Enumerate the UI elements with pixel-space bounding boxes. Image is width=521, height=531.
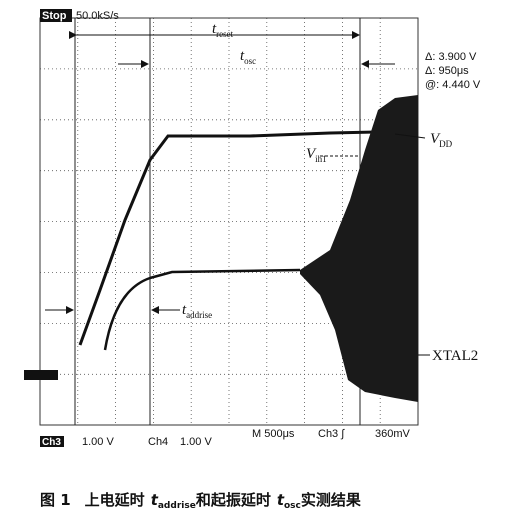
trigger-level: 360mV: [375, 428, 411, 440]
timebase: M 500μs: [252, 428, 295, 440]
subscript: addrise: [158, 501, 196, 511]
vdd-label: VDD: [430, 131, 453, 149]
symbol: t: [277, 491, 285, 509]
ground-marker: [24, 370, 58, 380]
ch3-box: [40, 436, 64, 447]
symbol: V: [306, 146, 317, 162]
vih1-label: Vih1: [306, 146, 327, 164]
symbol: t: [212, 21, 217, 37]
symbol: V: [430, 131, 441, 147]
caption-text: 实测结果: [301, 491, 362, 509]
oscillation-envelope: [300, 95, 418, 402]
caption: 图 1 上电延时 taddrise和起振延时 tosc实测结果: [40, 491, 362, 511]
status: Stop: [42, 10, 67, 22]
subscript: ih1: [315, 154, 327, 164]
symbol: t: [182, 302, 187, 318]
symbol: t: [240, 48, 245, 64]
subscript: reset: [216, 29, 233, 39]
cursor-at: @: 4.440 V: [425, 79, 481, 91]
subscript: addrise: [186, 310, 212, 320]
subscript: osc: [244, 56, 256, 66]
t-osc-label: tosc: [240, 48, 256, 66]
trigger: Ch3 ∫: [318, 428, 345, 440]
vdd-trace: [78, 129, 419, 346]
caption-label: 图 1: [40, 491, 71, 509]
subscript: osc: [284, 501, 301, 511]
ch3-scale: 1.00 V: [82, 436, 114, 448]
ch3-label: Ch3: [42, 437, 61, 448]
t-addrise-label: taddrise: [182, 302, 212, 320]
symbol: t: [151, 491, 159, 509]
status-box: [40, 9, 72, 22]
cursor-delta-v: Δ: 3.900 V: [425, 51, 477, 63]
vdd-pointer: [394, 133, 426, 139]
xtal2-label: XTAL2: [432, 348, 478, 364]
caption-text: 和起振延时: [196, 491, 271, 509]
caption-text: 上电延时: [85, 491, 145, 509]
ch4-scale: 1.00 V: [180, 436, 212, 448]
t-reset-label: treset: [212, 21, 234, 39]
sample-rate: 50.0kS/s: [76, 10, 119, 22]
cursor-delta-t: Δ: 950μs: [425, 65, 469, 77]
subscript: DD: [439, 139, 452, 149]
ch4-label: Ch4: [148, 436, 168, 448]
xtal2-trace: [103, 268, 301, 351]
